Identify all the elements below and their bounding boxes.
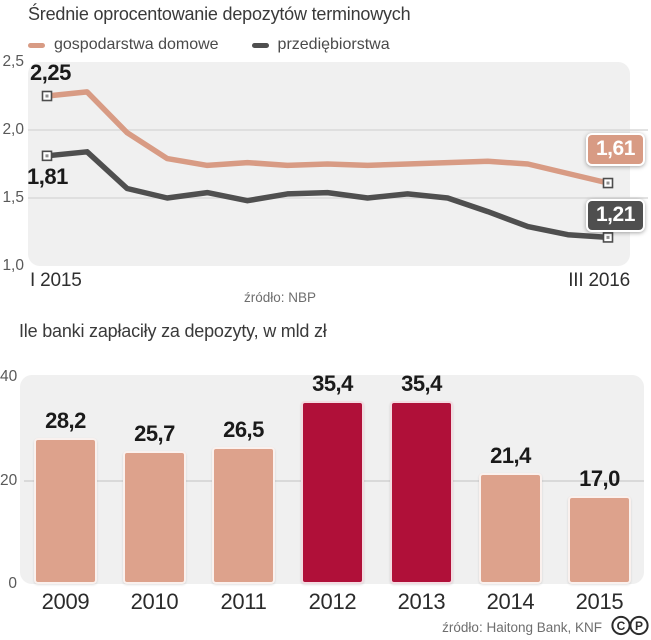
bar-value-label: 25,7	[134, 421, 175, 446]
line-chart-title: Średnie oprocentowanie depozytów termino…	[28, 4, 411, 24]
bar-year-label: 2011	[220, 589, 267, 614]
bar-chart-title: Ile banki zapłaciły za depozyty, w mld z…	[19, 321, 327, 341]
license-letter: P	[635, 619, 643, 633]
enterprises-start-value: 1,81	[27, 164, 68, 189]
license-circle-icon	[629, 615, 649, 636]
bar-value-label: 17,0	[579, 466, 620, 492]
bar-year-label: 2009	[41, 589, 90, 614]
households-end-value-badge: 1,61	[586, 133, 645, 166]
y-tick-label: 2,0	[2, 121, 24, 138]
x-axis-end-label: III 2016	[568, 270, 630, 291]
bar-year-label: 2015	[575, 589, 624, 614]
y-tick-label: 20	[0, 471, 18, 489]
enterprises-series-swatch-icon	[251, 42, 269, 48]
line-chart-source: źródło: NBP	[243, 290, 317, 305]
bar-2010	[123, 451, 186, 584]
x-axis-start-label: I 2015	[30, 270, 82, 291]
y-tick-label: 1,5	[2, 189, 24, 206]
y-tick-label: 1,0	[2, 257, 24, 274]
bar-year-label: 2012	[308, 589, 357, 614]
bar-2013	[390, 400, 453, 584]
license-letter: C	[617, 619, 626, 633]
bar-year-label: 2013	[397, 589, 446, 614]
bar-value-label: 35,4	[401, 370, 442, 396]
y-tick-label: 40	[0, 368, 18, 385]
bar-chart-source: źródło: Haitong Bank, KNF	[442, 620, 602, 635]
license-circle-icon	[611, 615, 631, 636]
bar-value-label: 28,2	[45, 408, 86, 434]
bar-value-label: 26,5	[223, 416, 264, 442]
line-chart-plot-area	[28, 62, 630, 266]
legend-label-enterprises: przediębiorstwa	[277, 36, 390, 53]
y-tick-label: 2,5	[2, 53, 24, 70]
households-start-value: 2,25	[30, 60, 71, 85]
bar-2012	[301, 400, 364, 584]
bar-value-label: 21,4	[490, 443, 531, 469]
y-tick-label: 0	[8, 575, 17, 592]
bar-year-label: 2010	[130, 589, 179, 614]
bar-2011	[212, 446, 275, 584]
bar-2009	[34, 438, 97, 584]
bar-2014	[479, 473, 542, 584]
enterprises-end-value-badge: 1,21	[586, 199, 645, 232]
households-series-swatch-icon	[28, 42, 45, 48]
legend-label-households: gospodarstwa domowe	[54, 36, 219, 53]
bar-value-label: 35,4	[312, 370, 353, 396]
legend: gospodarstwa domowe przediębiorstwa	[28, 36, 414, 54]
bar-year-label: 2014	[486, 589, 535, 614]
bar-2015	[568, 496, 631, 584]
